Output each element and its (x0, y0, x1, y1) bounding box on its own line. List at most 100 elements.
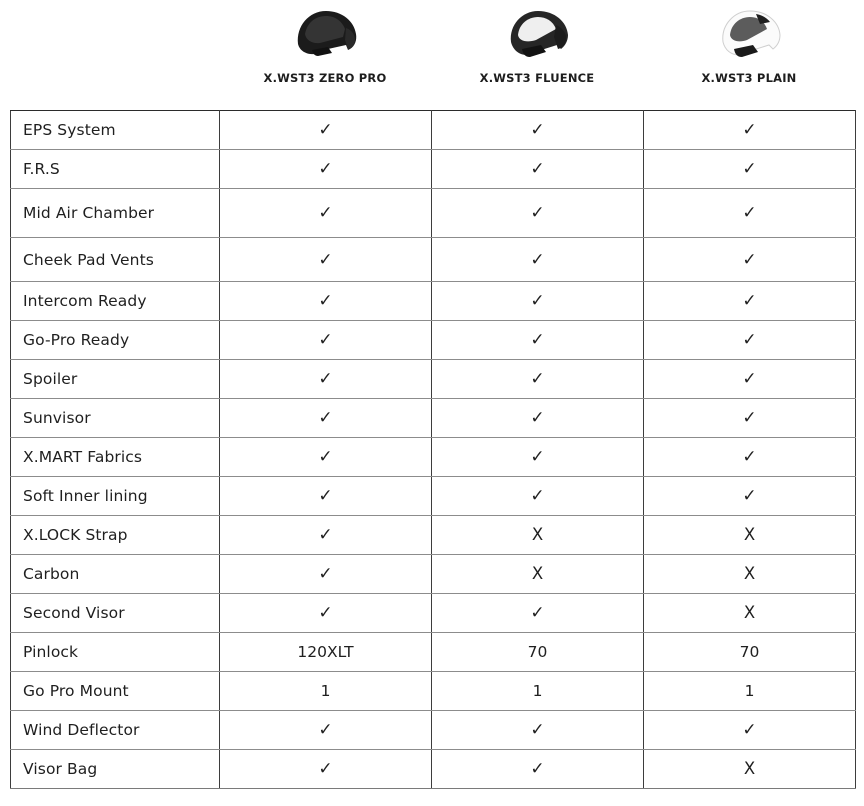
feature-value-cell: ✓ (643, 188, 856, 238)
feature-label: X.MART Fabrics (10, 437, 220, 477)
cross-icon: X (743, 564, 756, 583)
table-row: EPS System ✓ ✓ ✓ (10, 110, 856, 150)
check-icon: ✓ (318, 525, 333, 545)
feature-value-cell: X (643, 593, 856, 633)
product-header: X.WST3 ZERO PRO X.WST3 FLUENCE (10, 0, 855, 110)
feature-label: Cheek Pad Vents (10, 237, 220, 282)
helmet-white-icon (686, 2, 812, 64)
feature-label: Wind Deflector (10, 710, 220, 750)
helmet-black-icon (262, 2, 388, 64)
check-icon: ✓ (530, 408, 545, 428)
cross-icon: X (531, 564, 544, 583)
check-icon: ✓ (742, 249, 757, 270)
feature-value-cell: ✓ (643, 237, 856, 282)
feature-value-cell: ✓ (643, 281, 856, 321)
header-spacer (10, 0, 219, 110)
table-row: Soft Inner lining ✓ ✓ ✓ (10, 476, 856, 516)
table-row: Go-Pro Ready ✓ ✓ ✓ (10, 320, 856, 360)
comparison-table: EPS System ✓ ✓ ✓ F.R.S ✓ ✓ ✓ Mid Air Chamber ✓ ✓ ✓ C… (10, 110, 856, 789)
comparison-table-body: EPS System ✓ ✓ ✓ F.R.S ✓ ✓ ✓ Mid Air Chamber ✓ ✓ ✓ C… (10, 110, 856, 789)
check-icon: ✓ (742, 369, 757, 389)
check-icon: ✓ (742, 291, 757, 311)
check-icon: ✓ (318, 369, 333, 389)
check-icon: ✓ (318, 330, 333, 350)
product-column-2[interactable]: X.WST3 FLUENCE (431, 0, 643, 110)
feature-value-cell: ✓ (431, 237, 644, 282)
product-column-1[interactable]: X.WST3 ZERO PRO (219, 0, 431, 110)
feature-value-cell: ✓ (431, 320, 644, 360)
product-name-3: X.WST3 PLAIN (701, 71, 797, 85)
feature-label: EPS System (10, 110, 220, 150)
feature-value-cell: ✓ (431, 188, 644, 238)
feature-value-cell: ✓ (219, 476, 432, 516)
check-icon: ✓ (318, 408, 333, 428)
table-row: F.R.S ✓ ✓ ✓ (10, 149, 856, 189)
check-icon: ✓ (530, 369, 545, 389)
feature-value-cell: ✓ (431, 359, 644, 399)
feature-value-cell: ✓ (643, 710, 856, 750)
check-icon: ✓ (530, 203, 545, 223)
check-icon: ✓ (318, 447, 333, 467)
value-text: 120XLT (297, 643, 354, 661)
feature-value-cell: 70 (643, 632, 856, 672)
check-icon: ✓ (742, 720, 757, 740)
table-row: Sunvisor ✓ ✓ ✓ (10, 398, 856, 438)
check-icon: ✓ (318, 603, 333, 623)
feature-value-cell: X (643, 749, 856, 789)
feature-value-cell: ✓ (219, 749, 432, 789)
check-icon: ✓ (318, 759, 333, 779)
table-row: Carbon ✓ X X (10, 554, 856, 594)
table-row: Spoiler ✓ ✓ ✓ (10, 359, 856, 399)
feature-value-cell: 1 (431, 671, 644, 711)
check-icon: ✓ (530, 291, 545, 311)
feature-value-cell: ✓ (219, 515, 432, 555)
product-column-3[interactable]: X.WST3 PLAIN (643, 0, 855, 110)
feature-value-cell: ✓ (431, 110, 644, 150)
cross-icon: X (531, 525, 544, 544)
feature-label: Sunvisor (10, 398, 220, 438)
feature-value-cell: ✓ (431, 281, 644, 321)
check-icon: ✓ (318, 564, 333, 584)
check-icon: ✓ (530, 720, 545, 740)
feature-value-cell: ✓ (431, 398, 644, 438)
feature-value-cell: ✓ (219, 437, 432, 477)
check-icon: ✓ (530, 759, 545, 779)
feature-value-cell: ✓ (431, 437, 644, 477)
feature-value-cell: X (643, 554, 856, 594)
feature-value-cell: X (431, 515, 644, 555)
feature-label: Soft Inner lining (10, 476, 220, 516)
check-icon: ✓ (742, 486, 757, 506)
check-icon: ✓ (530, 120, 545, 140)
table-row: X.MART Fabrics ✓ ✓ ✓ (10, 437, 856, 477)
feature-label: Second Visor (10, 593, 220, 633)
feature-value-cell: ✓ (219, 710, 432, 750)
feature-value-cell: X (431, 554, 644, 594)
value-text: 70 (739, 643, 760, 661)
table-row: Go Pro Mount 1 1 1 (10, 671, 856, 711)
feature-value-cell: ✓ (219, 398, 432, 438)
cross-icon: X (743, 525, 756, 544)
helmet-dark-icon (474, 2, 600, 64)
table-row: Mid Air Chamber ✓ ✓ ✓ (10, 188, 856, 238)
feature-value-cell: ✓ (431, 476, 644, 516)
feature-value-cell: ✓ (219, 593, 432, 633)
feature-value-cell: 1 (643, 671, 856, 711)
feature-value-cell: ✓ (219, 281, 432, 321)
feature-value-cell: ✓ (643, 476, 856, 516)
table-row: Wind Deflector ✓ ✓ ✓ (10, 710, 856, 750)
feature-value-cell: X (643, 515, 856, 555)
feature-value-cell: ✓ (431, 710, 644, 750)
check-icon: ✓ (318, 120, 333, 140)
feature-value-cell: 1 (219, 671, 432, 711)
feature-value-cell: ✓ (219, 149, 432, 189)
feature-label: Mid Air Chamber (10, 188, 220, 238)
check-icon: ✓ (530, 330, 545, 350)
check-icon: ✓ (530, 249, 545, 270)
feature-value-cell: 70 (431, 632, 644, 672)
check-icon: ✓ (530, 447, 545, 467)
check-icon: ✓ (530, 603, 545, 623)
feature-value-cell: ✓ (643, 149, 856, 189)
check-icon: ✓ (742, 120, 757, 140)
feature-label: Intercom Ready (10, 281, 220, 321)
